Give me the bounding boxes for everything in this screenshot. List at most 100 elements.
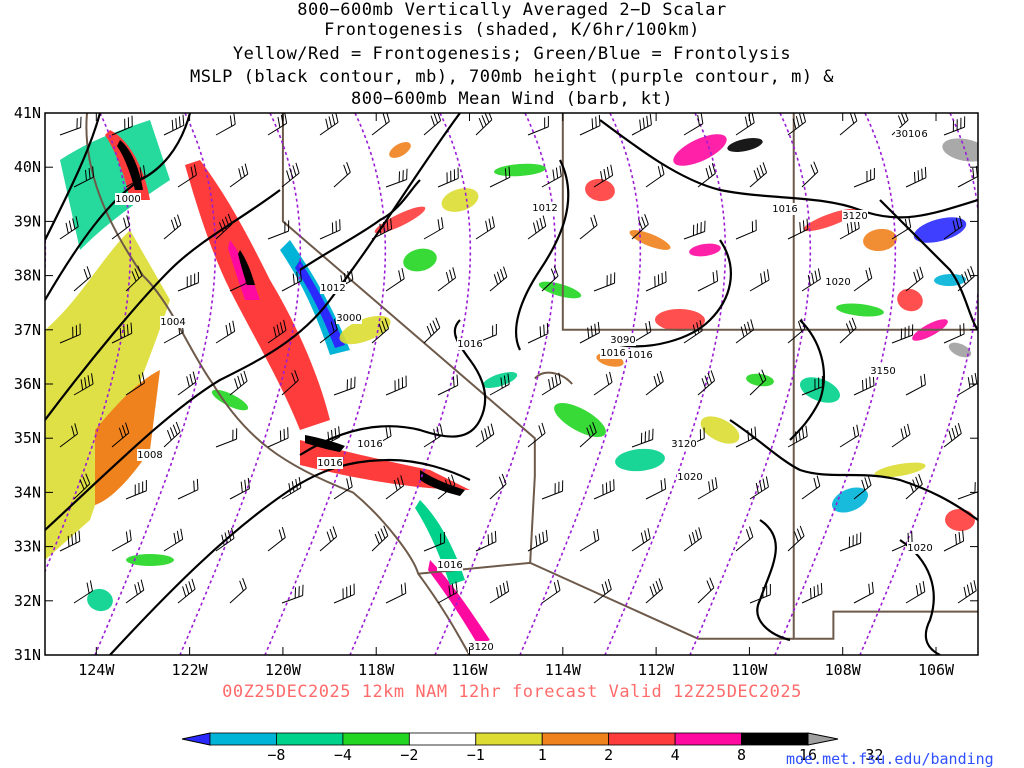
colorbar: −8 −4 −2 −1 1 2 4 8 16 32 — [181, 732, 883, 764]
barb-flag — [350, 378, 352, 389]
wind-barb — [957, 165, 978, 188]
barb-flag — [145, 479, 147, 491]
wind-barb — [125, 165, 146, 188]
barb-flag — [298, 476, 302, 488]
wind-barb — [579, 214, 598, 240]
barb-flag — [451, 583, 455, 595]
barb-flag — [649, 113, 652, 125]
barb-flag — [501, 473, 507, 485]
barb-flag — [698, 527, 703, 538]
wind-barb — [281, 584, 304, 604]
barb-flag — [921, 168, 923, 180]
barb-flag — [401, 377, 404, 388]
barb-flag — [948, 430, 953, 441]
barb-flag — [232, 429, 234, 441]
shading-patch — [913, 217, 967, 243]
lon-label: 106W — [918, 661, 955, 679]
wind-barb — [593, 578, 612, 604]
barb-flag — [86, 582, 90, 594]
barb-flag — [860, 532, 862, 544]
barb-flag — [918, 473, 923, 485]
barb-flag — [455, 581, 458, 593]
barb-flag — [959, 324, 961, 336]
barb-flag — [951, 427, 956, 439]
lon-label: 124W — [78, 661, 115, 679]
barb-flag — [794, 431, 798, 443]
barb-flag — [536, 220, 540, 231]
colorbar-swatch — [475, 732, 543, 746]
barb-flag — [126, 324, 129, 336]
barb-flag — [589, 424, 594, 436]
barb-flag — [813, 161, 819, 172]
barb-flag — [904, 327, 906, 338]
wind-barb — [281, 162, 300, 188]
barb-flag — [850, 221, 853, 233]
barb-flag — [137, 581, 142, 593]
barb-flag — [84, 377, 87, 389]
wind-barb — [749, 162, 768, 188]
wind-barb — [527, 115, 549, 136]
barb-flag — [176, 530, 180, 542]
barb-flag — [750, 319, 755, 330]
shading-patch — [494, 163, 546, 177]
barb-flag — [136, 169, 139, 181]
barb-flag — [912, 479, 917, 490]
barb-flag — [170, 219, 176, 231]
barb-flag — [594, 323, 597, 335]
wind-barb — [229, 370, 248, 396]
barb-flag — [900, 328, 902, 340]
barb-flag — [487, 113, 493, 120]
barb-flag — [353, 583, 355, 595]
barb-flag — [278, 529, 283, 541]
wind-barb — [475, 530, 497, 552]
barb-flag — [294, 369, 299, 381]
label-bg — [317, 457, 343, 469]
height-contour — [264, 113, 387, 655]
barb-flag — [532, 222, 537, 234]
barb-flag — [807, 274, 811, 286]
barb-flag — [761, 369, 767, 380]
barb-flag — [273, 326, 277, 338]
mslp-contour — [45, 113, 102, 241]
wind-barb — [489, 373, 510, 396]
barb-flag — [334, 428, 337, 439]
barb-flag — [813, 477, 818, 489]
barb-flag — [79, 323, 81, 335]
wind-barb — [489, 580, 510, 604]
wind-barb — [423, 317, 441, 344]
barb-flag — [125, 422, 130, 434]
barb-flag — [292, 273, 295, 285]
wind-barb — [749, 476, 769, 500]
barb-flag — [83, 268, 89, 280]
barb-flag — [755, 482, 759, 494]
wind-barb — [163, 421, 181, 448]
barb-flag — [190, 274, 192, 286]
lat-label: 36N — [14, 375, 41, 393]
credit-link[interactable]: moe.met.fsu.edu/banding — [786, 750, 994, 768]
mslp-label: 1020 — [677, 471, 703, 483]
barb-flag — [798, 429, 801, 441]
shading-patch — [800, 377, 840, 403]
barb-flag — [711, 479, 715, 491]
wind-barb — [943, 116, 966, 136]
frontogenesis-core — [305, 435, 345, 452]
barb-flag — [955, 533, 957, 545]
wind-barb — [801, 161, 819, 188]
wind-barb — [891, 423, 911, 448]
barb-flag — [655, 580, 661, 592]
barb-flag — [598, 114, 601, 126]
mslp-contour — [45, 113, 192, 301]
barb-flag — [762, 586, 764, 598]
wind-barb — [579, 114, 601, 136]
title-line-1: 800−600mb Vertically Averaged 2−D Scalar — [297, 0, 727, 20]
barb-flag — [435, 317, 441, 328]
barb-flag — [248, 270, 251, 282]
barb-flag — [74, 423, 79, 434]
barb-flag — [346, 161, 351, 173]
barb-flag — [134, 584, 138, 595]
frontogenesis-band — [428, 560, 490, 645]
height-contour — [689, 113, 812, 655]
barb-flag — [961, 274, 966, 285]
barb-flag — [245, 272, 247, 284]
barb-flag — [80, 116, 82, 128]
